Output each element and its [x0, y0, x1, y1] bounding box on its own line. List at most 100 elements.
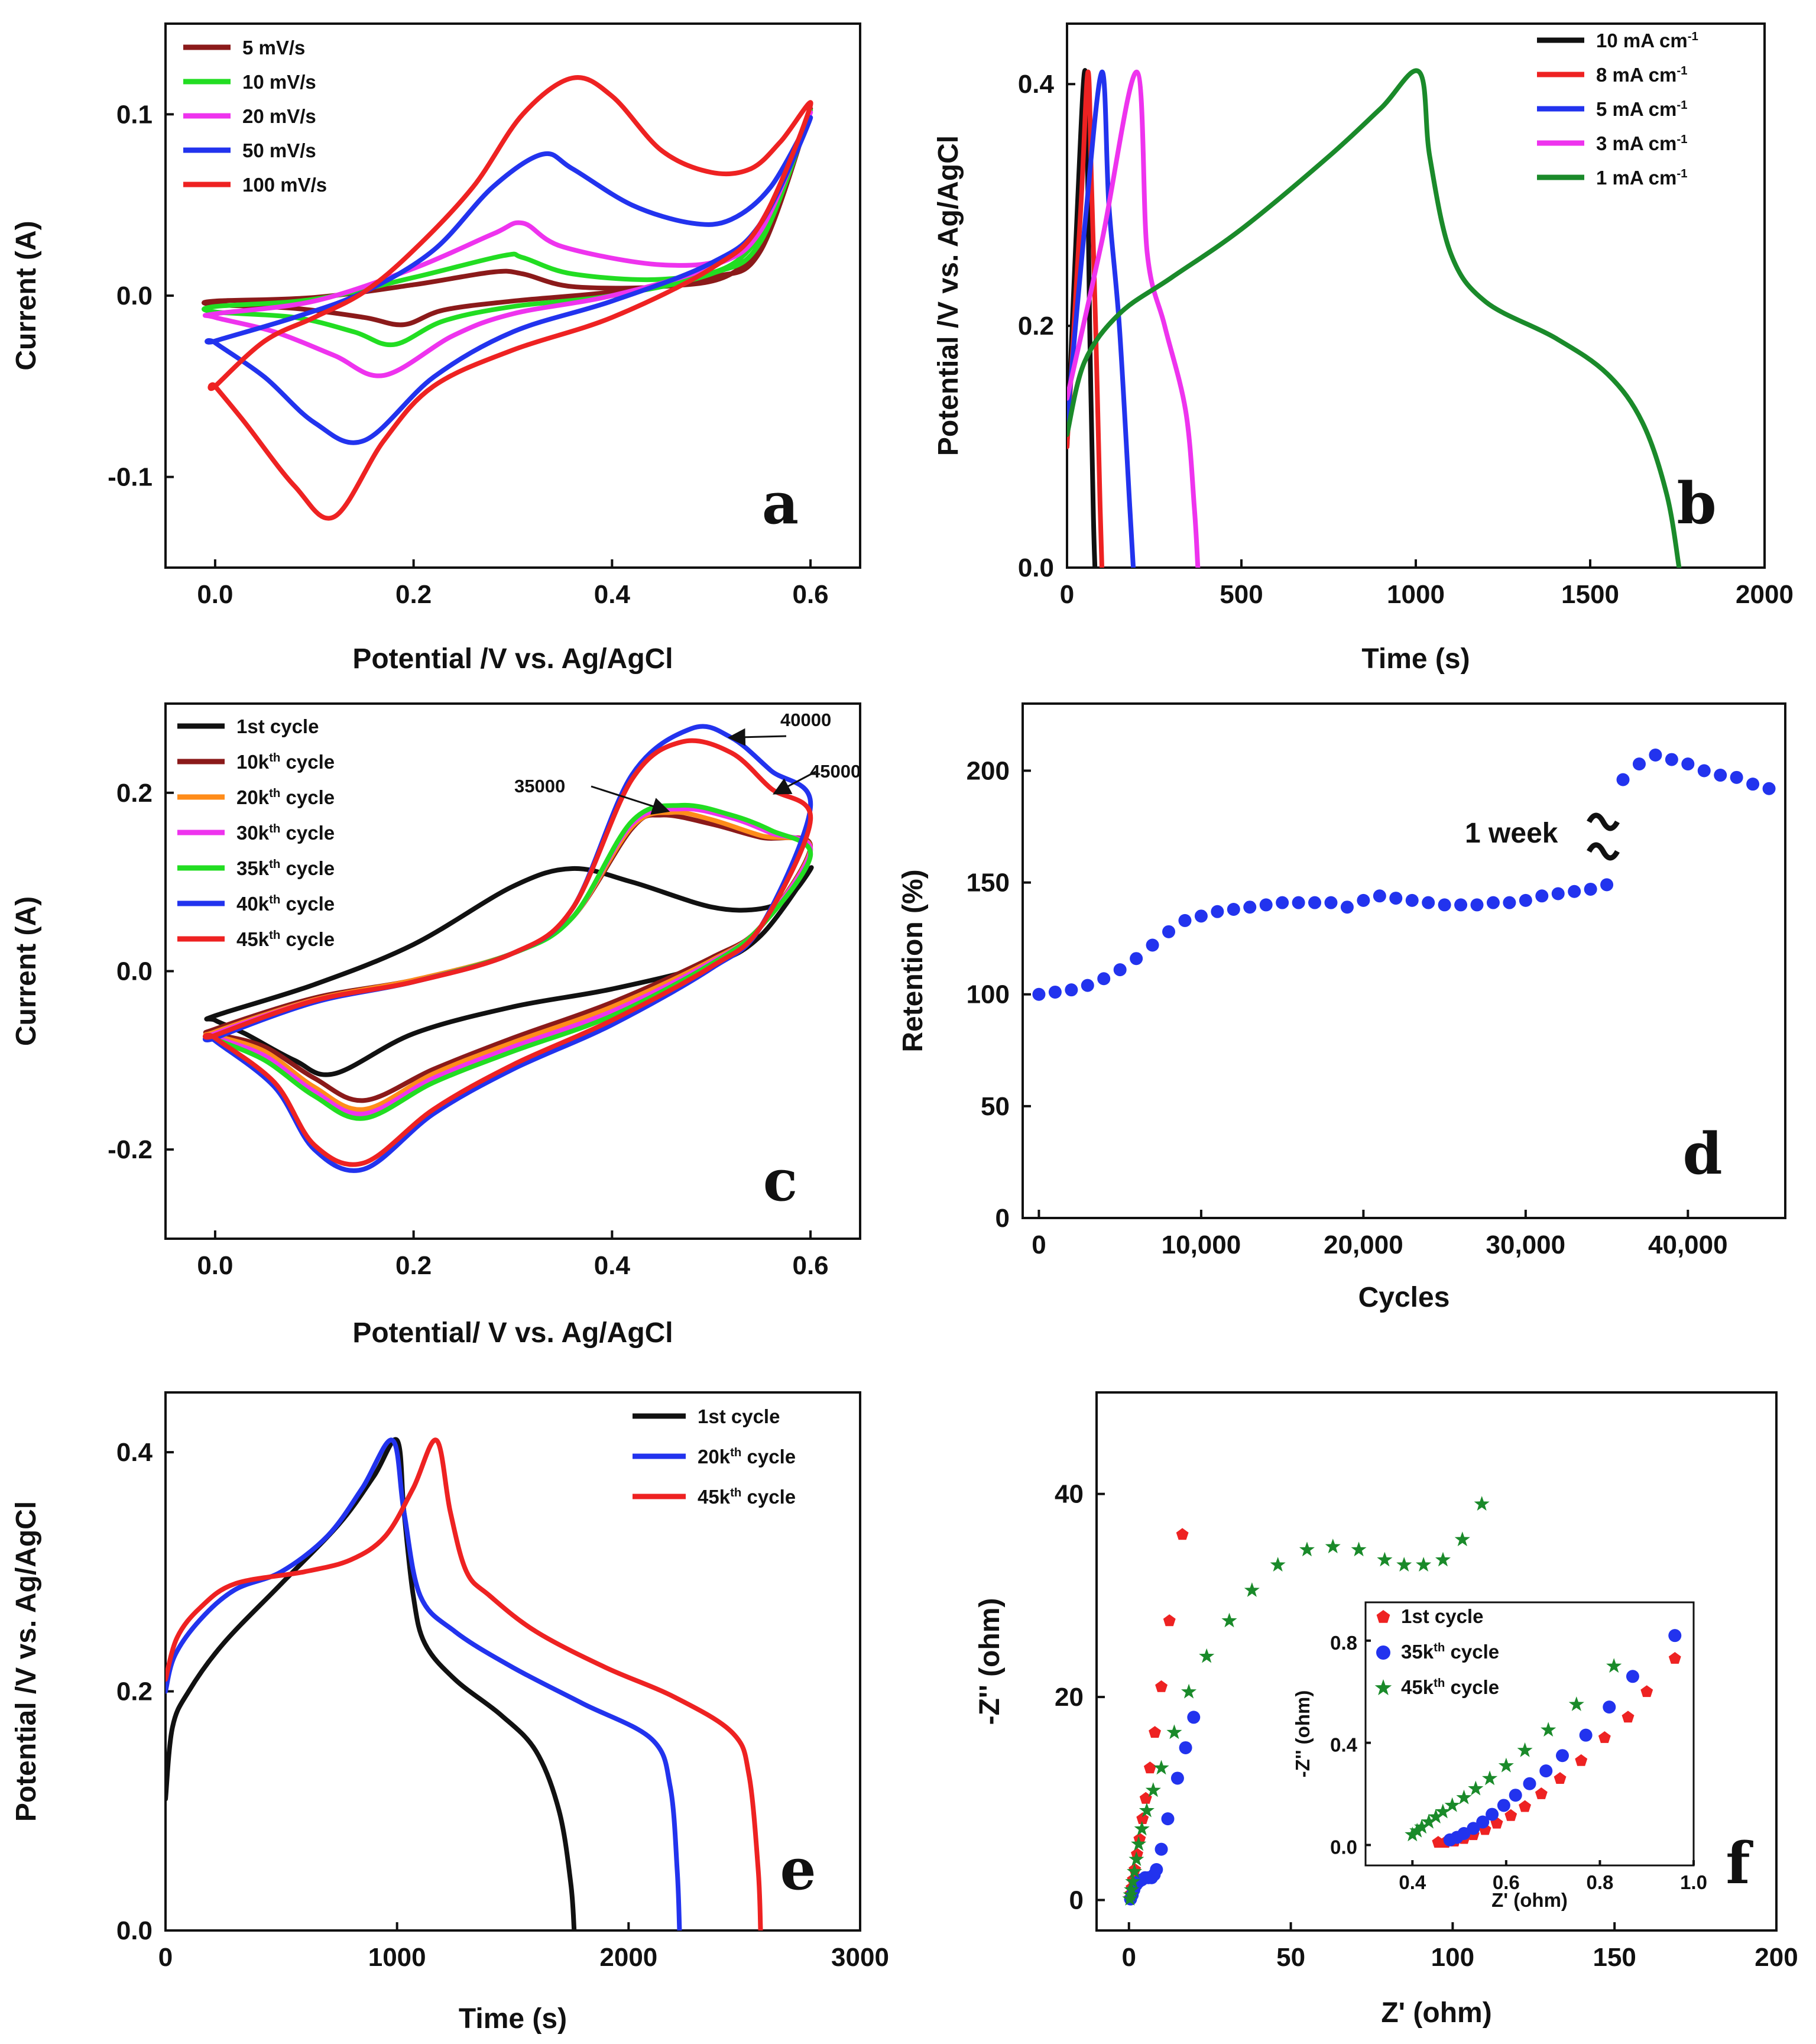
legend-label: 30kth cycle	[236, 822, 335, 844]
data-point	[1136, 1812, 1149, 1824]
y-tick-label: 0	[995, 1204, 1010, 1233]
legend-label: 5 mV/s	[242, 37, 305, 59]
data-point	[1568, 885, 1581, 898]
x-tick-label: 2000	[599, 1943, 657, 1972]
y-tick-label: 0.0	[1018, 553, 1054, 582]
inset-y-axis-label: -Z'' (ohm)	[1292, 1690, 1314, 1778]
data-point	[1244, 1582, 1260, 1597]
data-point	[1519, 893, 1532, 907]
data-point	[1474, 1496, 1490, 1511]
panel-letter: e	[780, 1836, 816, 1903]
data-point	[1155, 1842, 1168, 1856]
x-axis-label: Potential /V vs. Ag/AgCl	[352, 643, 673, 675]
data-point	[1181, 1683, 1197, 1699]
data-point	[1270, 1557, 1286, 1572]
x-tick-label: 1500	[1561, 580, 1619, 609]
series-group	[202, 75, 813, 521]
inset-data-point	[1456, 1789, 1472, 1805]
y-tick-label: 0.0	[116, 1916, 153, 1945]
chart-panel-d: 0 10,000 20,000 30,000 40,000 0 50 100 150 200 Cyc…	[897, 702, 1786, 1313]
legend-label: 10 mA cm-1	[1596, 30, 1698, 51]
y-axis-label: Retention (%)	[897, 869, 929, 1052]
inset-data-point	[1598, 1731, 1611, 1743]
x-tick-label: 100	[1431, 1943, 1474, 1972]
data-point	[1340, 900, 1354, 914]
annotation-arrow	[773, 770, 816, 795]
chart-panel-c: 0.0 0.2 0.4 0.6 -0.2 0.0 0.2 Potential/ V vs. A…	[11, 702, 861, 1349]
y-tick-label: 0.8	[1330, 1632, 1357, 1654]
x-tick-label: 0	[1060, 580, 1074, 609]
inset-data-point	[1579, 1728, 1593, 1742]
legend-label: 35kth cycle	[236, 857, 335, 879]
x-tick-label: 3000	[831, 1943, 889, 1972]
legend-label: 20kth cycle	[698, 1446, 796, 1468]
series-group	[1067, 68, 1682, 568]
y-tick-label: 200	[967, 756, 1010, 785]
y-tick-label: 0.4	[116, 1438, 153, 1467]
plot-frame	[164, 702, 861, 1240]
data-point	[1435, 1551, 1451, 1567]
legend-label: 5 mA cm-1	[1596, 98, 1688, 120]
legend-label: 1st cycle	[236, 715, 319, 737]
plot-frame	[1364, 1601, 1695, 1867]
y-tick-label: 0.2	[1018, 312, 1054, 341]
inset-background	[1366, 1602, 1694, 1865]
data-point	[1128, 1851, 1144, 1866]
data-point	[1143, 1761, 1156, 1774]
x-tick-label: 0.6	[792, 1251, 828, 1280]
y-tick-label: -0.2	[108, 1135, 153, 1164]
inset-data-point	[1486, 1807, 1499, 1821]
cycle-annotation: 40000	[780, 710, 831, 730]
data-point	[1161, 1812, 1175, 1826]
inset-plot: 0.4 0.6 0.8 1.0 0.0 0.4 0.8 Z' (ohm) -Z'' (ohm) 1…	[1292, 1601, 1707, 1911]
data-point	[1259, 898, 1273, 912]
inset-data-point	[1519, 1800, 1531, 1812]
data-point	[1149, 1726, 1161, 1738]
x-tick-label: 0.4	[594, 1251, 631, 1280]
data-point	[1535, 889, 1549, 903]
data-point	[1176, 1528, 1189, 1540]
data-point	[1065, 983, 1078, 997]
legend-label: 45kth cycle	[236, 928, 335, 950]
inset-data-point	[1603, 1700, 1616, 1714]
data-point	[1697, 764, 1711, 778]
x-tick-label: 0.4	[1399, 1871, 1426, 1893]
data-point	[1389, 892, 1403, 905]
x-tick-label: 40,000	[1648, 1230, 1728, 1259]
legend-label: 50 mV/s	[242, 140, 316, 161]
data-point	[1584, 882, 1597, 896]
data-point	[1125, 1873, 1141, 1888]
inset-data-point	[1626, 1670, 1639, 1683]
data-point	[1221, 1612, 1237, 1628]
series-line	[205, 115, 813, 445]
panel-letter: f	[1726, 1830, 1753, 1897]
inset-data-point	[1668, 1629, 1682, 1643]
y-tick-label: 50	[981, 1092, 1010, 1121]
y-tick-label: 0.2	[116, 1677, 153, 1706]
annotation-arrow	[727, 728, 787, 746]
legend-label: 10 mV/s	[242, 71, 316, 93]
x-tick-label: 0.6	[792, 580, 828, 609]
inset-data-point	[1523, 1777, 1536, 1790]
x-tick-label: 1000	[1387, 580, 1445, 609]
break-annotation: 1 week	[1465, 818, 1558, 849]
inset-data-point	[1504, 1809, 1517, 1821]
series-line	[207, 75, 813, 521]
inset-data-point	[1539, 1764, 1553, 1778]
x-tick-label: 0.8	[1586, 1871, 1613, 1893]
inset-data-point	[1556, 1749, 1569, 1763]
chart-panel-f: 0 50 100 150 200 0 20 40 Z' (ohm) -Z'' (ohm) f	[974, 1391, 1798, 2029]
y-axis-label: Potential /V vs. Ag/AgCl	[11, 1501, 42, 1822]
x-axis-label: Potential/ V vs. Ag/AgCl	[352, 1317, 673, 1349]
y-tick-label: 0.0	[116, 281, 153, 310]
y-tick-label: 20	[1055, 1683, 1084, 1712]
data-point	[1325, 1538, 1341, 1554]
inset-data-point	[1421, 1813, 1437, 1829]
y-tick-label: 0.0	[1330, 1836, 1357, 1858]
inset-data-point	[1622, 1711, 1635, 1723]
data-point	[1127, 1863, 1143, 1878]
legend-label: 1 mA cm-1	[1596, 167, 1688, 189]
data-point	[1324, 896, 1338, 909]
data-point	[1649, 749, 1662, 762]
data-point	[1762, 782, 1776, 795]
